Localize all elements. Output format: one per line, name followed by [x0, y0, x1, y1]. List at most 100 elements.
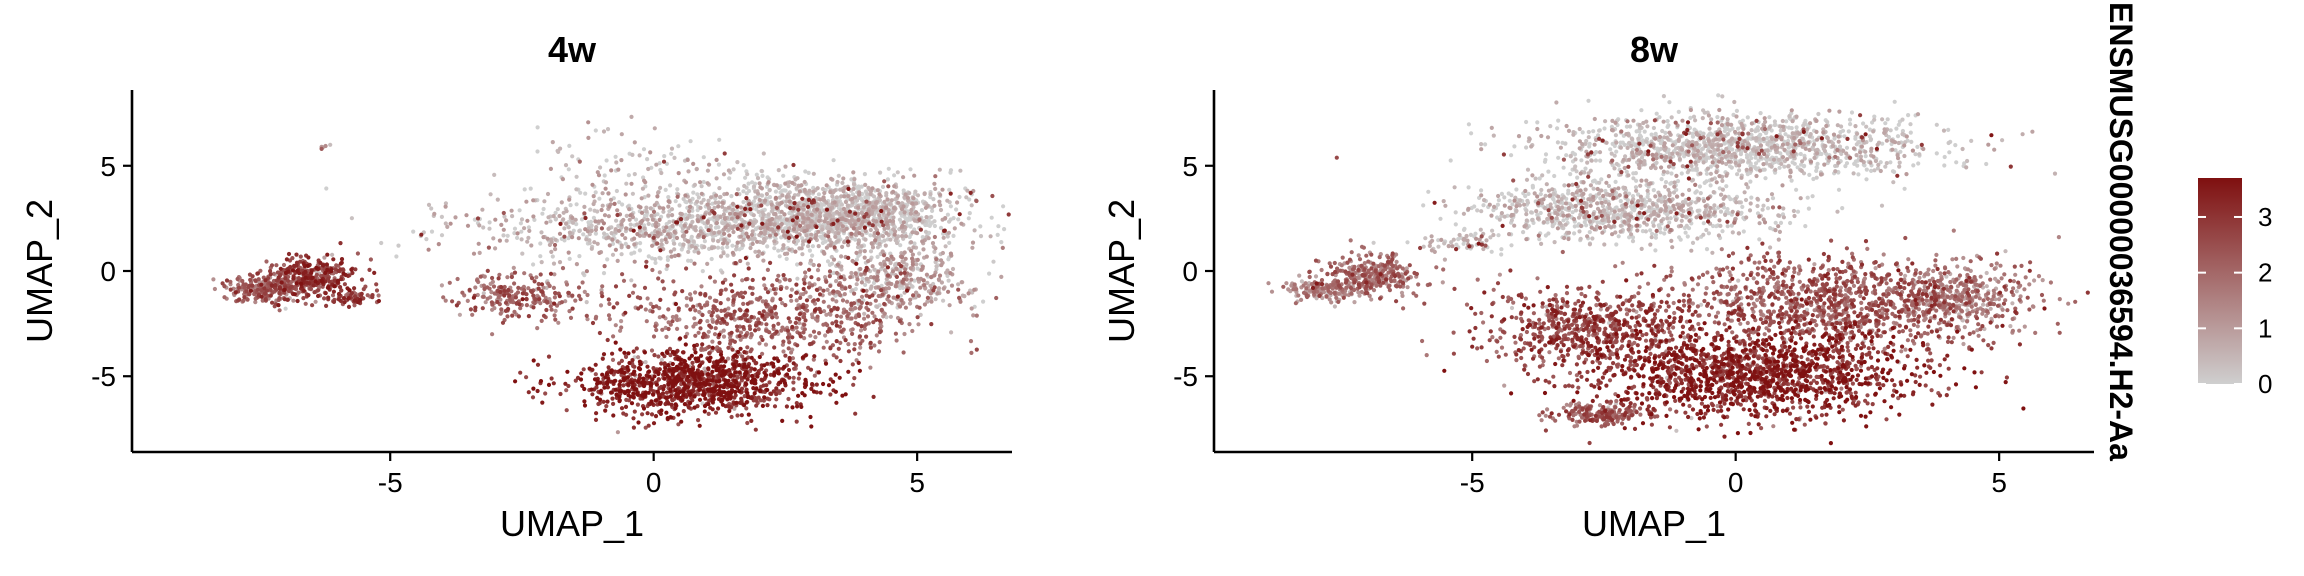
data-point [910, 328, 915, 334]
data-point [741, 163, 746, 168]
data-point [846, 349, 852, 354]
data-point [943, 216, 948, 221]
data-point [506, 287, 511, 293]
data-point [862, 172, 868, 177]
data-point [432, 211, 437, 216]
data-point [707, 344, 712, 349]
data-point [658, 297, 663, 302]
data-point [711, 210, 716, 215]
data-point [646, 221, 651, 226]
data-point [830, 194, 835, 199]
data-point [871, 280, 877, 285]
data-point [542, 199, 547, 204]
data-point [831, 257, 837, 262]
data-point [661, 206, 666, 211]
data-point [837, 375, 842, 380]
data-point [723, 206, 728, 211]
data-point [667, 225, 672, 230]
data-point [688, 139, 693, 144]
data-point [850, 192, 856, 197]
data-point [785, 328, 791, 333]
data-point [861, 288, 866, 293]
data-point [730, 289, 735, 294]
data-point [558, 391, 563, 397]
data-point [688, 223, 693, 228]
data-point [828, 346, 833, 351]
data-point [876, 293, 881, 299]
data-point [791, 387, 796, 392]
data-point [769, 202, 774, 207]
data-point [969, 203, 974, 208]
data-point [767, 187, 772, 193]
data-point [531, 198, 536, 203]
data-point [665, 232, 671, 237]
data-point [710, 339, 715, 344]
data-point [567, 230, 573, 235]
data-point [482, 286, 487, 292]
data-point [590, 182, 595, 187]
data-point [743, 175, 748, 180]
data-point [846, 369, 851, 374]
data-point [970, 240, 976, 245]
data-point [858, 341, 863, 346]
data-point [805, 224, 810, 229]
data-point [760, 337, 765, 342]
data-point [858, 328, 864, 333]
data-point [791, 375, 796, 380]
data-point [910, 230, 915, 235]
data-point [958, 168, 963, 173]
data-point [640, 186, 646, 191]
data-point [870, 264, 875, 269]
data-point [726, 205, 731, 210]
data-point [551, 261, 557, 266]
data-point [531, 214, 536, 219]
data-point [589, 228, 594, 233]
data-point [541, 206, 546, 212]
data-point [758, 295, 763, 300]
data-point [853, 219, 858, 224]
data-point [735, 215, 740, 220]
data-point [632, 283, 637, 288]
data-point [670, 223, 675, 229]
data-point [830, 297, 835, 302]
data-point [712, 230, 717, 235]
data-point [688, 258, 694, 263]
data-point [725, 253, 730, 258]
data-point [898, 211, 903, 216]
data-point [798, 311, 803, 316]
data-point [840, 244, 845, 249]
data-point [805, 210, 810, 215]
data-point [666, 401, 671, 406]
data-point [526, 314, 532, 319]
data-point [584, 313, 589, 318]
data-point [607, 243, 612, 248]
data-point [601, 352, 607, 357]
data-point [623, 236, 628, 241]
data-point [551, 285, 557, 290]
data-point [548, 271, 554, 276]
data-point [742, 213, 747, 218]
data-point [499, 307, 504, 312]
data-point [926, 236, 931, 241]
data-point [868, 365, 873, 370]
data-point [559, 300, 565, 305]
data-point [815, 207, 820, 212]
data-point [884, 191, 889, 196]
data-point [613, 154, 618, 159]
data-point [903, 267, 908, 272]
data-point [816, 263, 822, 268]
data-point [532, 301, 537, 306]
data-point [691, 190, 696, 195]
data-point [328, 142, 333, 147]
data-point [445, 224, 450, 229]
data-point [971, 313, 976, 318]
data-point [910, 262, 916, 267]
data-point [907, 322, 912, 327]
data-point [888, 314, 894, 319]
data-point [922, 191, 927, 196]
data-point [861, 205, 867, 210]
data-point [773, 195, 779, 200]
data-point [615, 301, 620, 306]
data-point [573, 217, 578, 222]
data-point [681, 242, 686, 247]
